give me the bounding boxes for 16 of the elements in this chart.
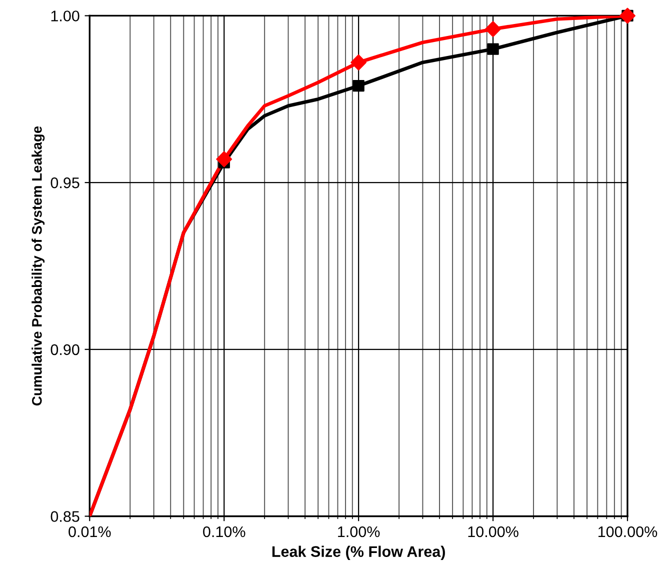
point	[350, 54, 367, 70]
x-tick-label: 10.00%	[468, 526, 518, 538]
y-axis-title: Cumulative Probability of System Leakage	[32, 126, 45, 406]
point	[352, 80, 364, 92]
x-tick-label: 0.10%	[203, 526, 246, 538]
y-tick-label: 1.00	[51, 10, 80, 22]
x-axis-title: Leak Size (% Flow Area)	[272, 546, 445, 560]
y-tick-label: 0.85	[50, 511, 80, 522]
point	[485, 21, 501, 38]
x-tick-label: 0.01%	[68, 526, 111, 538]
point	[216, 151, 232, 168]
y-tick-label: 0.90	[50, 344, 80, 356]
x-tick-label: 100.00%	[598, 526, 658, 538]
y-tick-label: 0.95	[50, 177, 80, 188]
point	[487, 43, 499, 55]
x-tick-label: 1.00%	[338, 526, 380, 538]
